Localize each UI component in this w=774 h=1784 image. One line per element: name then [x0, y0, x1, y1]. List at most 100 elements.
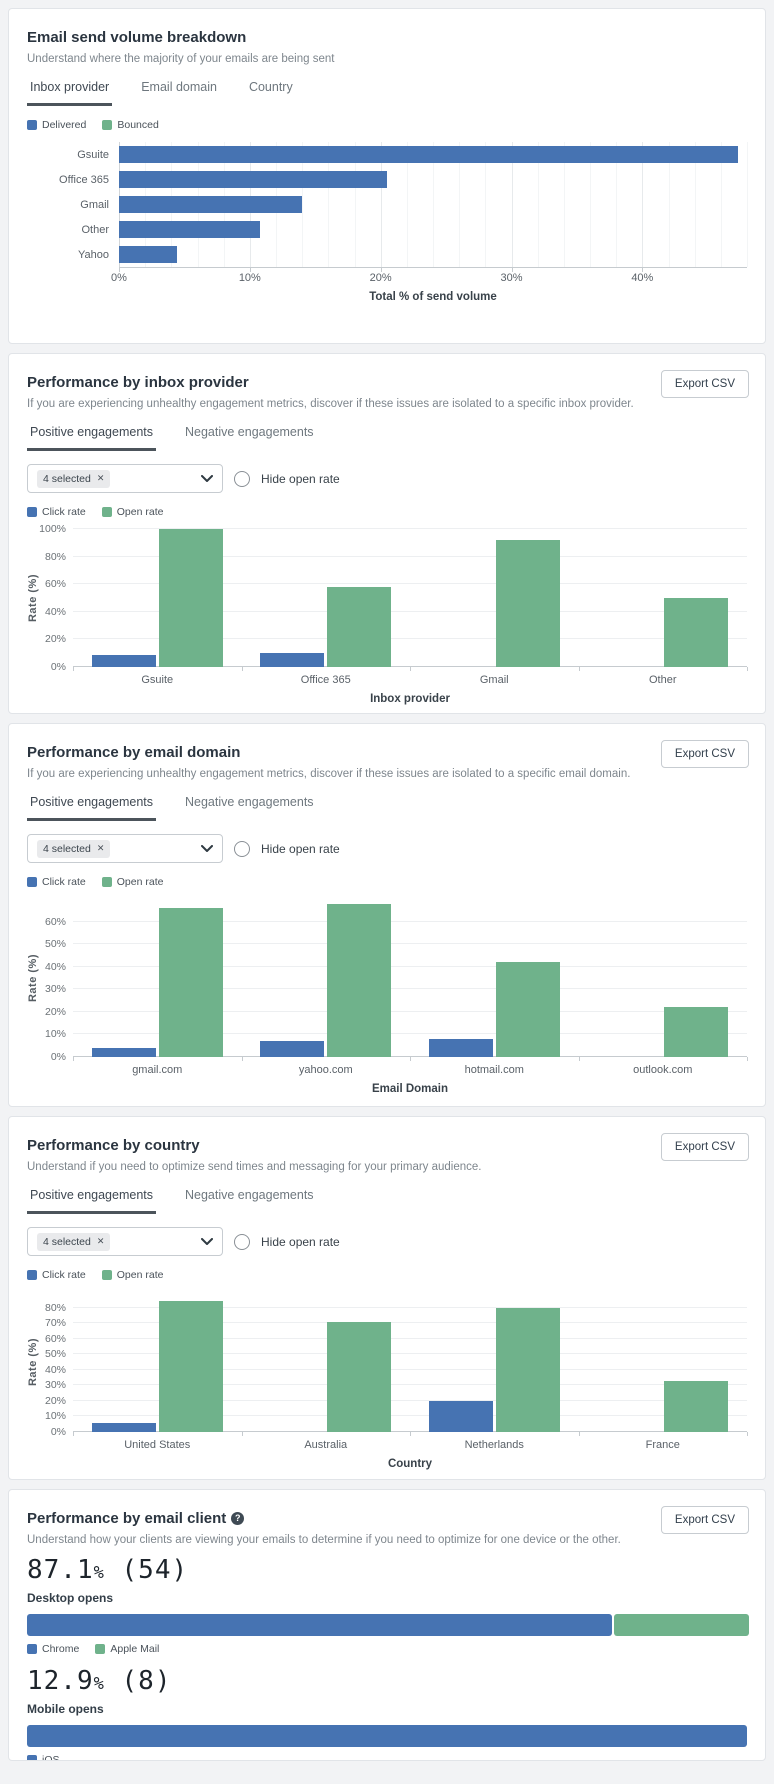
- tab-negative-engagements[interactable]: Negative engagements: [185, 1188, 314, 1202]
- plot-area: 0% 20% 40% 60% 80% 100% Rate (%): [27, 523, 748, 673]
- chevron-down-icon: [201, 1237, 213, 1245]
- axis-tick: [410, 1057, 411, 1061]
- bar-track: [119, 246, 747, 263]
- mobile-opens-value: 12.9% (8): [27, 1666, 747, 1696]
- email-domain-chart: 0% 10% 20% 30% 40% 50% 60% Rate (%) gmail.com yah…: [27, 899, 748, 1095]
- category-labels: United States Australia Netherlands France: [73, 1439, 747, 1451]
- plot-area: 0% 10% 20% 30% 40% 50% 60% Rate (%): [27, 899, 748, 1063]
- click-rate-bar-office-365: [260, 653, 325, 667]
- panel-subtitle: Understand how your clients are viewing …: [27, 1534, 621, 1546]
- category-label-united-states: United States: [124, 1439, 191, 1451]
- x-tick-label: 40%: [631, 272, 654, 284]
- chip-remove-icon[interactable]: ✕: [96, 1236, 105, 1246]
- gridline: [616, 142, 618, 267]
- tab-negative-engagements[interactable]: Negative engagements: [185, 425, 314, 439]
- panel-performance-by-inbox-provider: Performance by inbox provider Export CSV…: [8, 353, 766, 714]
- bar-groups: [73, 529, 747, 667]
- click-rate-bar-hotmail-com: [428, 1038, 493, 1057]
- domain-multiselect[interactable]: 4 selected ✕: [27, 834, 223, 863]
- axis-tick: [73, 667, 74, 671]
- gridline: [694, 142, 696, 267]
- click-rate-swatch: [27, 507, 37, 517]
- tab-positive-engagements[interactable]: Positive engagements: [27, 1188, 156, 1214]
- export-csv-button[interactable]: Export CSV: [660, 370, 749, 398]
- selected-count-chip[interactable]: 4 selected ✕: [37, 469, 111, 488]
- bar-group-gsuite: [73, 529, 242, 667]
- gridline: [73, 528, 747, 529]
- chip-remove-icon[interactable]: ✕: [96, 843, 105, 853]
- apple-mail-segment: [614, 1614, 749, 1636]
- panel-title: Performance by country: [27, 1137, 200, 1154]
- export-csv-button[interactable]: Export CSV: [660, 740, 749, 768]
- x-axis-title: Country: [387, 1458, 433, 1470]
- chart-legend: Click rate Open rate: [27, 506, 747, 518]
- ios-segment: [27, 1725, 747, 1747]
- chip-remove-icon[interactable]: ✕: [96, 473, 105, 483]
- legend-label: Click rate: [42, 506, 86, 518]
- selected-count-chip[interactable]: 4 selected ✕: [37, 839, 111, 858]
- panel-subtitle: If you are experiencing unhealthy engage…: [27, 768, 631, 780]
- x-tick-label: 0%: [111, 272, 127, 284]
- y-tick-label: 30%: [44, 1379, 66, 1392]
- hide-open-rate-checkbox[interactable]: [234, 840, 250, 857]
- gridline: [73, 965, 747, 967]
- hide-open-rate-label: Hide open rate: [261, 471, 340, 486]
- chart-legend: Click rate Open rate: [27, 876, 747, 888]
- info-icon[interactable]: ?: [231, 1511, 245, 1525]
- chip-label: 4 selected: [43, 1235, 91, 1248]
- click-rate-bar-yahoo-com: [260, 1041, 325, 1057]
- gridline: [328, 142, 330, 267]
- tab-negative-engagements[interactable]: Negative engagements: [185, 795, 314, 809]
- hide-open-rate-checkbox[interactable]: [234, 470, 250, 487]
- gridline: [73, 1399, 747, 1401]
- percent-sign: %: [93, 1563, 105, 1583]
- category-labels: gmail.com yahoo.com hotmail.com outlook.com: [73, 1064, 747, 1076]
- gridline: [302, 142, 304, 267]
- hide-open-rate-checkbox[interactable]: [234, 1233, 250, 1250]
- export-csv-button[interactable]: Export CSV: [660, 1506, 749, 1534]
- category-label-other: Other: [81, 223, 109, 236]
- panel-email-send-volume: Email send volume breakdown Understand w…: [8, 8, 766, 344]
- legend-label: Open rate: [116, 506, 164, 518]
- gridline: [485, 142, 487, 267]
- tab-country[interactable]: Country: [248, 80, 293, 94]
- tab-inbox-provider[interactable]: Inbox provider: [27, 80, 113, 106]
- legend-label: Open rate: [116, 876, 164, 888]
- category-label-yahoo: Yahoo: [78, 248, 109, 261]
- tab-email-domain[interactable]: Email domain: [141, 80, 217, 94]
- open-rate-bar-united-states: [158, 1301, 223, 1432]
- engagement-tabs: Positive engagements Negative engagement…: [27, 795, 747, 821]
- category-label-netherlands: Netherlands: [464, 1439, 524, 1451]
- axis-tick: [241, 1057, 243, 1061]
- open-rate-bar-outlook-com: [664, 1007, 729, 1057]
- tab-positive-engagements[interactable]: Positive engagements: [27, 795, 156, 821]
- tab-positive-engagements[interactable]: Positive engagements: [27, 425, 156, 451]
- selected-count-chip[interactable]: 4 selected ✕: [37, 1232, 111, 1251]
- gridline: [73, 583, 747, 585]
- desktop-count: (54): [121, 1555, 189, 1585]
- axis-tick: [73, 1057, 74, 1061]
- y-tick-label: 80%: [44, 1301, 66, 1314]
- category-label-gsuite: Gsuite: [141, 674, 174, 686]
- x-axis: 0% 10% 20% 30% 40%: [111, 268, 747, 285]
- y-tick-label: 0%: [50, 661, 66, 673]
- chart-legend: Click rate Open rate: [27, 1269, 747, 1281]
- axis-tick: [642, 268, 644, 272]
- x-axis-title: Inbox provider: [370, 693, 450, 705]
- y-tick-label: 50%: [44, 1348, 66, 1361]
- gridline: [590, 142, 591, 267]
- export-csv-button[interactable]: Export CSV: [660, 1133, 749, 1161]
- category-label-australia: Australia: [304, 1439, 348, 1451]
- provider-multiselect[interactable]: 4 selected ✕: [27, 464, 223, 493]
- hide-open-rate-label: Hide open rate: [261, 1234, 340, 1249]
- axis-tick: [578, 1432, 580, 1436]
- y-tick-label: 40%: [44, 1363, 66, 1376]
- y-tick-label: 80%: [44, 550, 66, 563]
- bar-track: [119, 221, 747, 238]
- desktop-opens-value: 87.1% (54): [27, 1555, 747, 1585]
- delivered-bar-office-365: [119, 171, 388, 188]
- gridline: [73, 943, 747, 945]
- country-multiselect[interactable]: 4 selected ✕: [27, 1227, 223, 1256]
- open-rate-bar-australia: [327, 1321, 392, 1432]
- apple-mail-swatch: [95, 1644, 106, 1654]
